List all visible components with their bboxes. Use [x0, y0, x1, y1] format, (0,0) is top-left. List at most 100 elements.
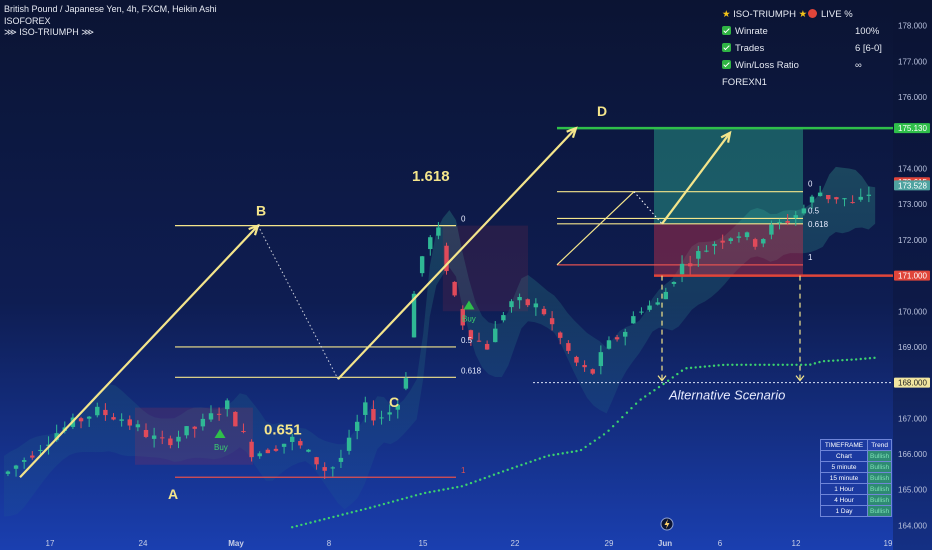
candle — [46, 444, 51, 446]
buy-triangle-icon — [214, 429, 226, 438]
candle — [614, 337, 620, 340]
trailing-stop-dot — [566, 451, 569, 454]
take-profit-zone — [654, 128, 803, 224]
trend-cell: Bullish — [866, 494, 893, 506]
trailing-stop-dot — [579, 448, 583, 452]
trailing-stop-dot — [809, 363, 812, 366]
trailing-stop-dot — [657, 385, 661, 389]
trailing-stop-dot — [575, 449, 578, 453]
trailing-stop-dot — [790, 363, 794, 367]
stat-value: 100% — [855, 26, 880, 37]
trailing-stop-dot — [336, 514, 340, 517]
trailing-stop-dot — [456, 485, 459, 489]
trailing-stop-dot — [515, 465, 519, 468]
trailing-stop-dot — [818, 360, 821, 364]
trailing-stop-dot — [832, 359, 835, 362]
trailing-stop-dot — [699, 365, 702, 369]
candle — [671, 282, 677, 284]
stat-value: ∞ — [855, 60, 862, 71]
trailing-stop-dot — [368, 506, 372, 509]
fib-label: 1 — [461, 466, 466, 475]
trailing-stop-dot — [634, 402, 638, 405]
candle — [541, 308, 547, 315]
candle — [623, 331, 628, 337]
candle — [736, 236, 742, 238]
mini-leg-dotted — [633, 191, 663, 225]
trailing-stop-dot — [442, 488, 445, 491]
candle — [160, 437, 165, 439]
trailing-stop-dot — [323, 517, 326, 521]
tf-cell: 1 Hour — [820, 483, 868, 495]
candle — [257, 453, 262, 457]
fib-label: 0.5 — [461, 336, 473, 345]
candle — [817, 192, 823, 197]
trailing-stop-dot — [309, 521, 312, 524]
candle — [850, 202, 855, 204]
trailing-stop-dot — [446, 487, 450, 490]
trailing-stop-dot — [662, 382, 665, 386]
trailing-stop-dot — [850, 358, 853, 361]
candle — [582, 365, 587, 368]
candle — [354, 421, 360, 432]
x-tick-label: Jun — [658, 539, 672, 548]
trailing-stop-dot — [401, 497, 404, 501]
candle — [826, 194, 831, 200]
x-tick-label: May — [228, 539, 244, 548]
candle — [184, 426, 189, 436]
candle — [444, 245, 449, 271]
candle — [241, 431, 246, 433]
candle — [428, 237, 433, 250]
candle — [86, 416, 92, 419]
star-icon: ★ — [722, 9, 731, 20]
stat-label: Win/Loss Ratio — [735, 60, 799, 71]
candle — [119, 419, 124, 421]
candle — [842, 198, 847, 200]
table-row: 1 Hour Bullish — [820, 483, 893, 495]
trailing-stop-dot — [845, 358, 849, 362]
candle — [452, 281, 457, 296]
fib-label: 0 — [461, 215, 466, 224]
indicator-label[interactable]: ⋙ ISO-TRIUMPH ⋙ — [4, 27, 95, 37]
trailing-stop-dot — [744, 363, 748, 367]
trailing-stop-dot — [685, 367, 688, 370]
y-tick-label: 167.000 — [898, 414, 927, 423]
trailing-stop-dot — [373, 505, 376, 508]
price-badge — [894, 270, 930, 281]
tf-cell: 5 minute — [820, 461, 868, 473]
candle — [54, 433, 59, 441]
candle — [509, 301, 514, 308]
trailing-stop-dot — [694, 366, 697, 369]
star-icon: ★ — [798, 9, 808, 20]
table-header: TIMEFRAME — [820, 439, 868, 451]
trailing-stop-dot — [396, 499, 399, 502]
candle — [30, 455, 35, 458]
y-tick-label: 176.000 — [898, 93, 927, 102]
point-c-label: C — [389, 394, 399, 410]
candle — [501, 315, 506, 321]
candle — [395, 404, 400, 410]
trailing-stop-dot — [492, 473, 496, 476]
trailing-stop-dot — [795, 363, 798, 367]
trailing-stop-dot — [721, 363, 725, 367]
trailing-stop-dot — [460, 485, 464, 488]
candle — [647, 305, 652, 310]
candle — [290, 436, 295, 442]
trailing-stop-dot — [671, 376, 674, 379]
tf-cell: 4 Hour — [820, 494, 868, 506]
candle — [525, 299, 530, 306]
table-row: 1 Day Bullish — [820, 505, 893, 517]
trailing-stop-dot — [313, 520, 317, 523]
stat-value: 6 [6-0] — [855, 43, 882, 54]
trailing-stop-dot — [786, 363, 789, 367]
candle — [208, 413, 214, 420]
candle — [687, 263, 693, 267]
trailing-stop-dot — [836, 359, 840, 362]
trailing-stop-dot — [543, 455, 546, 459]
trailing-stop-dot — [772, 363, 775, 367]
trailing-stop-dot — [726, 363, 729, 367]
candle — [574, 356, 579, 363]
candle — [712, 243, 717, 246]
tf-cell: 15 minute — [820, 472, 868, 484]
y-tick-label: 174.000 — [898, 164, 927, 173]
candle — [566, 343, 571, 351]
